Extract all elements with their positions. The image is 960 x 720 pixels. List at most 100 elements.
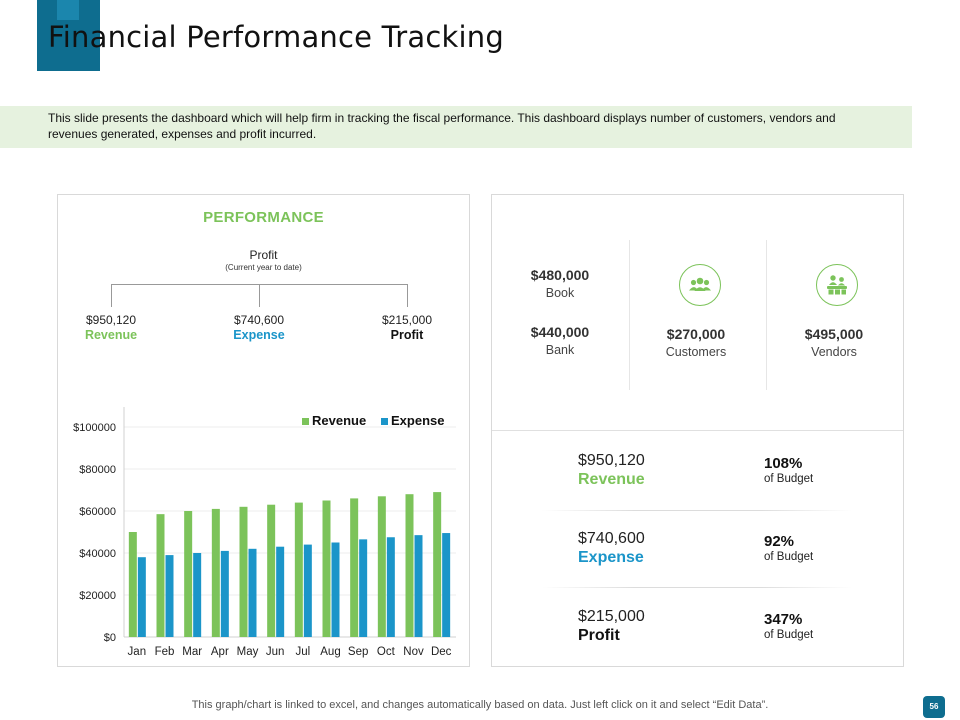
bar-expense-dec (442, 533, 451, 637)
bar-expense-sep (359, 539, 368, 637)
bar-revenue-oct (377, 496, 386, 637)
bar-revenue-jun (267, 504, 276, 637)
tree-node-label: Profit (390, 328, 424, 342)
bar-revenue-feb (156, 514, 165, 637)
bar-revenue-jan (128, 532, 137, 637)
tree-node-value: $950,120 (85, 313, 137, 327)
budget-percent: 108% (764, 455, 803, 472)
stat-amount: $270,000 (666, 326, 726, 342)
bar-expense-jun (276, 546, 285, 637)
budget-revenue-percent: 108% of Budget (764, 455, 813, 485)
budget-of-label: of Budget (764, 629, 814, 641)
x-tick-label: Dec (431, 646, 452, 658)
page-title: Financial Performance Tracking (48, 20, 504, 54)
performance-title: PERFORMANCE (203, 209, 324, 226)
budget-name: Expense (578, 549, 644, 566)
bar-expense-may (248, 548, 257, 637)
y-tick-label: $100000 (73, 422, 116, 434)
vendors-icon (816, 264, 858, 306)
revenue-expense-bar-chart[interactable]: $0 $20000 $40000 $60000 $80000 $100000 Jan Feb M… (58, 400, 469, 666)
y-tick-label: $40000 (79, 548, 116, 560)
budget-percent: 92% (764, 533, 795, 550)
stats-divider (629, 240, 630, 390)
budget-of-label: of Budget (764, 473, 814, 485)
description-banner: This slide presents the dashboard which … (0, 106, 912, 148)
budget-amount: $950,120 (578, 452, 645, 469)
customers-icon (679, 264, 721, 306)
tree-node-label: Expense (233, 328, 285, 342)
tree-node-profit: $215,000 Profit (347, 313, 467, 342)
y-tick-label: $0 (104, 632, 116, 644)
x-tick-label: Apr (211, 646, 229, 658)
bar-revenue-apr (211, 508, 220, 637)
bar-expense-nov (414, 535, 423, 637)
x-tick-label: Jun (266, 646, 285, 658)
stat-book: $480,000 Book (510, 267, 610, 300)
stat-amount: $440,000 (530, 324, 590, 340)
bar-revenue-jul (294, 502, 303, 637)
legend-swatch-revenue (302, 418, 309, 425)
bar-expense-oct (386, 537, 395, 637)
legend-swatch-expense (381, 418, 388, 425)
page-number: 56 (923, 696, 945, 718)
bar-revenue-aug (322, 500, 331, 637)
bar-revenue-nov (405, 494, 414, 637)
bar-expense-jan (137, 557, 146, 637)
performance-card: PERFORMANCE Profit (Current year to date… (57, 194, 470, 667)
budget-expense: $740,600 Expense (578, 530, 645, 567)
budget-expense-percent: 92% of Budget (764, 533, 813, 563)
stat-label: Bank (545, 343, 575, 357)
x-tick-label: Aug (320, 646, 340, 658)
bar-revenue-mar (184, 511, 193, 637)
legend-label-revenue: Revenue (312, 413, 366, 428)
tree-connector-right (407, 284, 408, 307)
x-tick-label: Jan (128, 646, 147, 658)
budget-amount: $740,600 (578, 530, 645, 547)
budget-profit-percent: 347% of Budget (764, 611, 813, 641)
tree-node-value: $740,600 (233, 313, 285, 327)
budget-name: Profit (578, 627, 620, 644)
budget-row-separator (542, 510, 852, 511)
x-tick-label: Jul (295, 646, 310, 658)
budget-amount: $215,000 (578, 608, 645, 625)
stat-label: Book (545, 286, 575, 300)
budget-row-separator (542, 587, 852, 588)
tree-node-revenue: $950,120 Revenue (51, 313, 171, 342)
title-accent-inner (57, 0, 79, 20)
x-tick-label: Mar (182, 646, 202, 658)
budget-percent: 347% (764, 611, 803, 628)
bar-expense-feb (165, 555, 174, 637)
footer-note: This graph/chart is linked to excel, and… (191, 699, 769, 711)
x-tick-label: Oct (377, 646, 396, 658)
bar-expense-jul (303, 544, 312, 637)
tree-node-label: Revenue (84, 328, 138, 342)
tree-node-value: $215,000 (381, 313, 433, 327)
tree-connector-left (111, 284, 112, 307)
bar-expense-apr (220, 550, 229, 637)
x-tick-label: Nov (403, 646, 424, 658)
stat-label: Customers (665, 345, 727, 359)
stat-vendors: $495,000 Vendors (784, 326, 884, 359)
x-tick-label: Sep (348, 646, 368, 658)
y-tick-label: $60000 (79, 506, 116, 518)
legend-label-expense: Expense (391, 413, 444, 428)
bar-expense-aug (331, 542, 340, 637)
budget-revenue: $950,120 Revenue (578, 452, 645, 489)
bar-revenue-dec (433, 492, 442, 637)
stat-bank: $440,000 Bank (510, 324, 610, 357)
budget-profit: $215,000 Profit (578, 608, 645, 645)
tree-root-sub: (Current year to date) (225, 263, 302, 272)
budget-name: Revenue (578, 471, 645, 488)
stat-amount: $480,000 (530, 267, 590, 283)
summary-divider (492, 430, 903, 431)
tree-node-expense: $740,600 Expense (199, 313, 319, 342)
bar-expense-mar (193, 553, 202, 637)
bar-revenue-may (239, 506, 248, 637)
bar-revenue-sep (350, 498, 359, 637)
y-tick-label: $80000 (79, 464, 116, 476)
title-accent-bar (37, 0, 100, 71)
y-tick-label: $20000 (79, 590, 116, 602)
tree-connector-middle (259, 284, 260, 307)
summary-card: $480,000 Book $440,000 Bank $270,000 (491, 194, 904, 667)
x-tick-label: Feb (155, 646, 175, 658)
